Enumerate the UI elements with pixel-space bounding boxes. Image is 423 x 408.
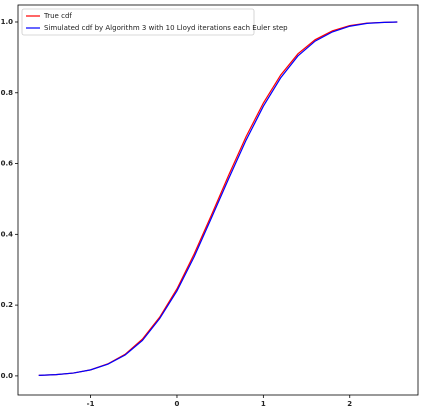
plot-frame xyxy=(17,4,419,396)
x-tick-label: -1 xyxy=(87,400,95,408)
legend-box xyxy=(21,8,255,36)
series-line xyxy=(38,21,398,376)
legend-label: Simulated cdf by Algorithm 3 with 10 Llo… xyxy=(44,24,288,32)
y-tick-label: 0.0 xyxy=(1,372,14,380)
x-tick-label: 0 xyxy=(175,400,180,408)
x-tick-label: 2 xyxy=(347,400,352,408)
legend-label: True cdf xyxy=(43,12,72,20)
y-tick-label: 0.4 xyxy=(1,230,14,238)
y-tick-label: 0.6 xyxy=(1,160,14,168)
series-line xyxy=(38,21,398,376)
y-tick-label: 1.0 xyxy=(1,18,14,26)
y-tick-label: 0.2 xyxy=(1,301,14,309)
x-tick-label: 1 xyxy=(261,400,266,408)
y-tick-label: 0.8 xyxy=(1,89,14,97)
